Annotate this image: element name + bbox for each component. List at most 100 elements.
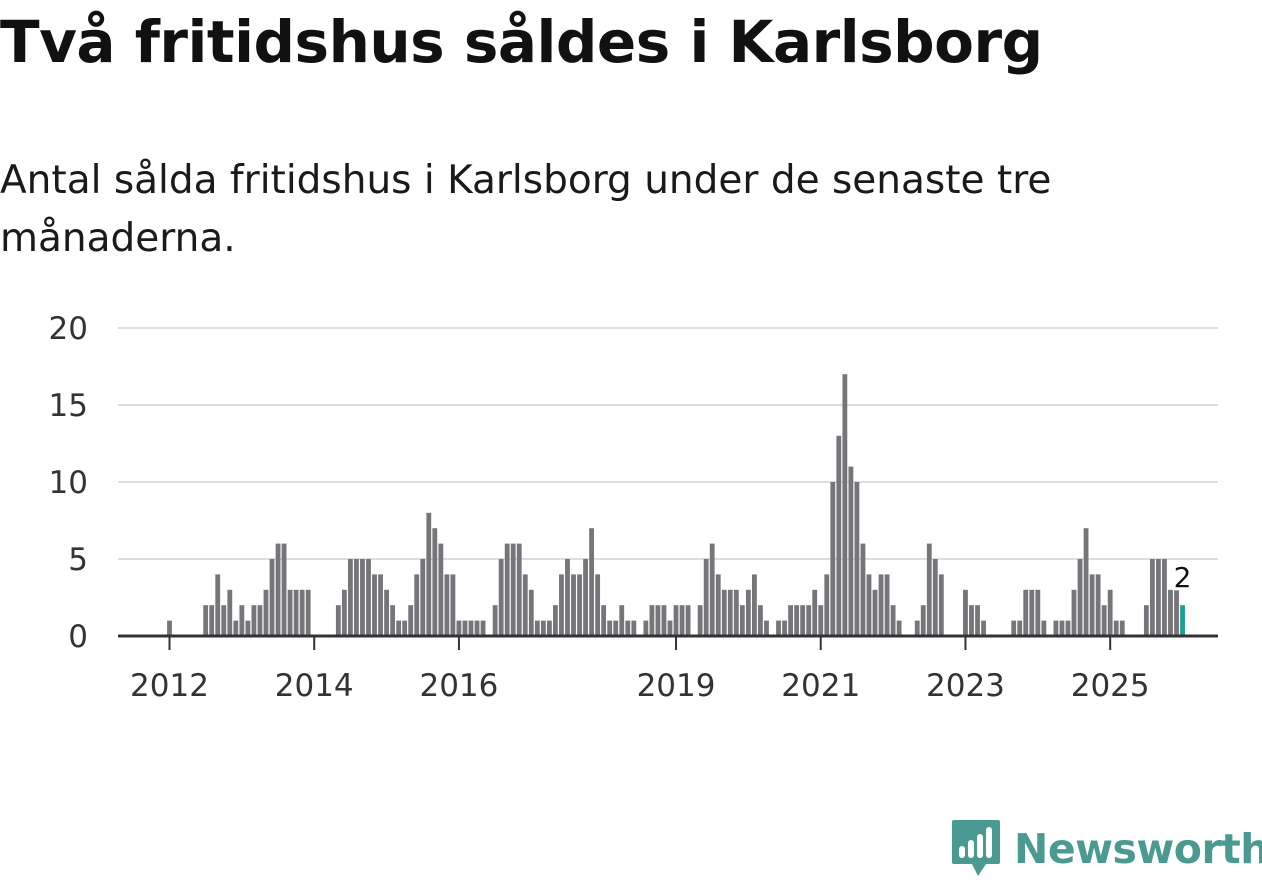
bar-120 [890,605,896,636]
bar-65 [559,574,564,636]
bar-19 [281,543,287,636]
bar-76 [625,620,631,636]
bar-141 [1017,620,1023,636]
bar-97 [752,574,757,636]
bar-37 [390,605,396,636]
bar-144 [1035,589,1041,636]
bar-23 [305,589,311,636]
bar-93 [727,589,733,636]
y-axis-ticks: 0 5 10 15 20 [49,311,88,655]
bar-133 [969,605,974,636]
y-tick-label-5: 5 [68,542,88,578]
bar-30 [347,559,353,636]
bar-29 [341,589,347,636]
bar-34 [372,574,377,636]
bar-155 [1101,605,1107,636]
bar-54 [492,605,498,636]
bar-45 [438,543,444,636]
bar-75 [619,605,625,636]
bar-104 [794,605,800,636]
bar-148 [1059,620,1065,636]
bar-8 [215,574,221,636]
bar-135 [981,620,986,636]
brand: Newsworthy [950,818,1262,880]
bar-31 [354,559,359,636]
y-tick-label-20: 20 [49,311,88,347]
bar-49 [462,620,468,636]
bar-60 [528,589,534,636]
bar-107 [812,589,818,636]
newsworthy-logo-icon [952,820,1000,876]
bar-63 [546,620,552,636]
bar-44 [432,528,438,636]
bar-101 [776,620,781,636]
bar-125 [920,605,926,636]
x-tick-label-2012: 2012 [130,668,209,704]
bar-51 [474,620,480,636]
bar-61 [534,620,540,636]
bar-41 [414,574,420,636]
bar-143 [1029,589,1035,636]
bar-68 [577,574,582,636]
bar-81 [655,605,661,636]
bar-6 [203,605,209,636]
bar-108 [818,605,824,636]
bar-119 [884,574,890,636]
bar-59 [522,574,528,636]
x-tick-label-2016: 2016 [419,668,498,704]
bar-69 [583,559,588,636]
bar-105 [800,605,806,636]
bar-106 [806,605,812,636]
y-tick-label-0: 0 [68,619,88,655]
data-label-last: 2 [1174,561,1192,594]
bar-142 [1023,589,1029,636]
bar-147 [1053,620,1059,636]
bar-145 [1041,620,1047,636]
bar-168 [1180,605,1185,636]
chart-title: Två fritidshus såldes i Karlsborg [0,8,1043,76]
bar-10 [227,589,233,636]
bar-21 [293,589,299,636]
bar-124 [914,620,920,636]
bar-165 [1162,559,1167,636]
bar-16 [263,589,269,636]
bar-32 [360,559,365,636]
bar-56 [504,543,510,636]
bar-36 [384,589,389,636]
bar-80 [649,605,655,636]
bar-156 [1107,589,1113,636]
x-tick-label-2023: 2023 [926,668,1005,704]
bar-38 [396,620,402,636]
bar-99 [764,620,769,636]
bar-152 [1083,528,1089,636]
bar-166 [1168,589,1173,636]
bar-73 [607,620,613,636]
bar-33 [366,559,371,636]
bar-158 [1119,620,1125,636]
bar-110 [830,482,836,636]
bar-94 [733,589,739,636]
y-tick-label-10: 10 [49,465,88,501]
bar-149 [1065,620,1071,636]
bar-79 [643,620,649,636]
bar-35 [378,574,383,636]
chart-subtitle: Antal sålda fritidshus i Karlsborg under… [0,158,1052,261]
bar-48 [456,620,462,636]
bar-91 [715,574,721,636]
bar-43 [426,512,432,636]
bar-52 [480,620,486,636]
bar-140 [1011,620,1017,636]
bar-71 [595,574,601,636]
bar-46 [444,574,450,636]
bar-111 [836,435,842,636]
bar-96 [745,589,751,636]
bar-12 [239,605,245,636]
bar-154 [1095,574,1101,636]
bar-14 [251,605,257,636]
bar-39 [402,620,408,636]
bar-0 [167,620,172,636]
bar-134 [975,605,980,636]
bar-58 [516,543,522,636]
bar-82 [661,605,667,636]
bar-40 [408,605,414,636]
